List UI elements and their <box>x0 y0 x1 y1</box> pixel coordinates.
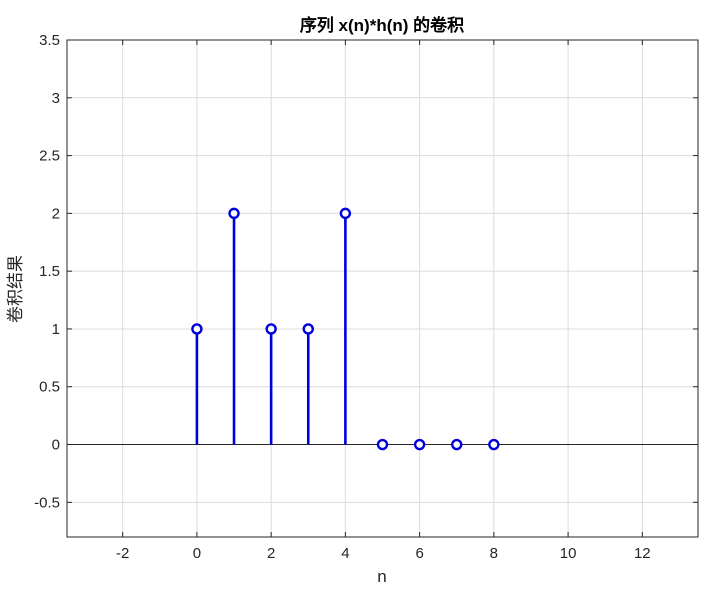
x-tick-label-3: 4 <box>341 545 349 562</box>
x-tick-label-1: 0 <box>193 545 201 562</box>
y-tick-labels: -0.5 0 0.5 1 1.5 2 2.5 3 3.5 <box>34 32 60 511</box>
axes-frame <box>66 39 699 538</box>
stem-marker-0-4 <box>339 207 352 220</box>
y-tick-label-8: 3.5 <box>39 32 60 49</box>
y-tick-label-4: 1.5 <box>39 263 60 280</box>
y-tick-label-7: 3 <box>52 90 60 107</box>
stem-marker-0-6 <box>413 438 426 451</box>
y-tick-label-2: 0.5 <box>39 379 60 396</box>
x-tick-label-4: 6 <box>415 545 423 562</box>
y-tick-label-0: -0.5 <box>34 494 60 511</box>
y-tick-label-1: 0 <box>52 437 60 454</box>
stem-series <box>191 207 500 451</box>
stem-marker-0-7 <box>451 438 463 451</box>
x-axis-title: n <box>377 567 386 586</box>
stem-marker-0-3 <box>302 323 314 335</box>
stem-marker-0-8 <box>488 438 500 451</box>
plot-area <box>67 40 698 537</box>
x-tick-label-2: 2 <box>267 545 275 562</box>
y-tick-label-5: 2 <box>52 205 60 222</box>
x-tick-label-5: 8 <box>490 545 498 562</box>
y-tick-label-3: 1 <box>52 321 60 338</box>
x-tick-label-0: -2 <box>116 545 129 562</box>
x-tick-label-6: 10 <box>560 545 577 562</box>
stem-marker-0-2 <box>265 323 277 335</box>
stem-marker-0-0 <box>191 323 203 335</box>
stem-marker-0-1 <box>228 207 240 220</box>
plot-background <box>67 40 698 537</box>
plot-border <box>66 39 699 538</box>
stem-marker-0-5 <box>376 438 389 451</box>
x-tick-labels: -2 0 2 4 6 8 10 12 <box>116 545 651 562</box>
chart-title: 序列 x(n)*h(n) 的卷积 <box>300 15 464 35</box>
y-tick-label-6: 2.5 <box>39 148 60 165</box>
y-axis-title: 卷积结果 <box>6 255 25 323</box>
x-tick-label-7: 12 <box>634 545 651 562</box>
